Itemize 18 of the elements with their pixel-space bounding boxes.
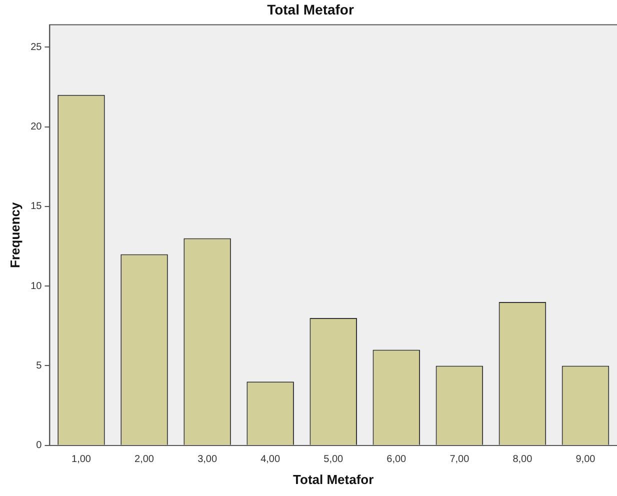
y-tick-label: 0 (36, 440, 42, 452)
y-tick-label: 10 (30, 280, 42, 292)
y-tick-label: 15 (30, 201, 42, 212)
x-tick-label: 5,00 (324, 454, 344, 466)
x-tick-label: 4,00 (260, 454, 280, 466)
x-tick-label: 6,00 (386, 454, 407, 466)
x-tick-label: 1,00 (72, 454, 92, 466)
x-tick-label: 2,00 (134, 454, 154, 466)
y-tick-label: 5 (36, 360, 42, 372)
x-tick-label: 8,00 (512, 454, 533, 466)
y-tick-label: 20 (30, 122, 42, 133)
chart-title: Total Metafor (267, 1, 354, 18)
x-axis-title: Total Metafor (293, 472, 374, 487)
x-tick-label: 7,00 (450, 454, 470, 466)
y-tick-label: 25 (30, 42, 42, 53)
x-tick-label: 3,00 (198, 454, 218, 466)
y-axis-title: Frequency (7, 201, 22, 268)
x-tick-label: 9,00 (576, 454, 596, 466)
